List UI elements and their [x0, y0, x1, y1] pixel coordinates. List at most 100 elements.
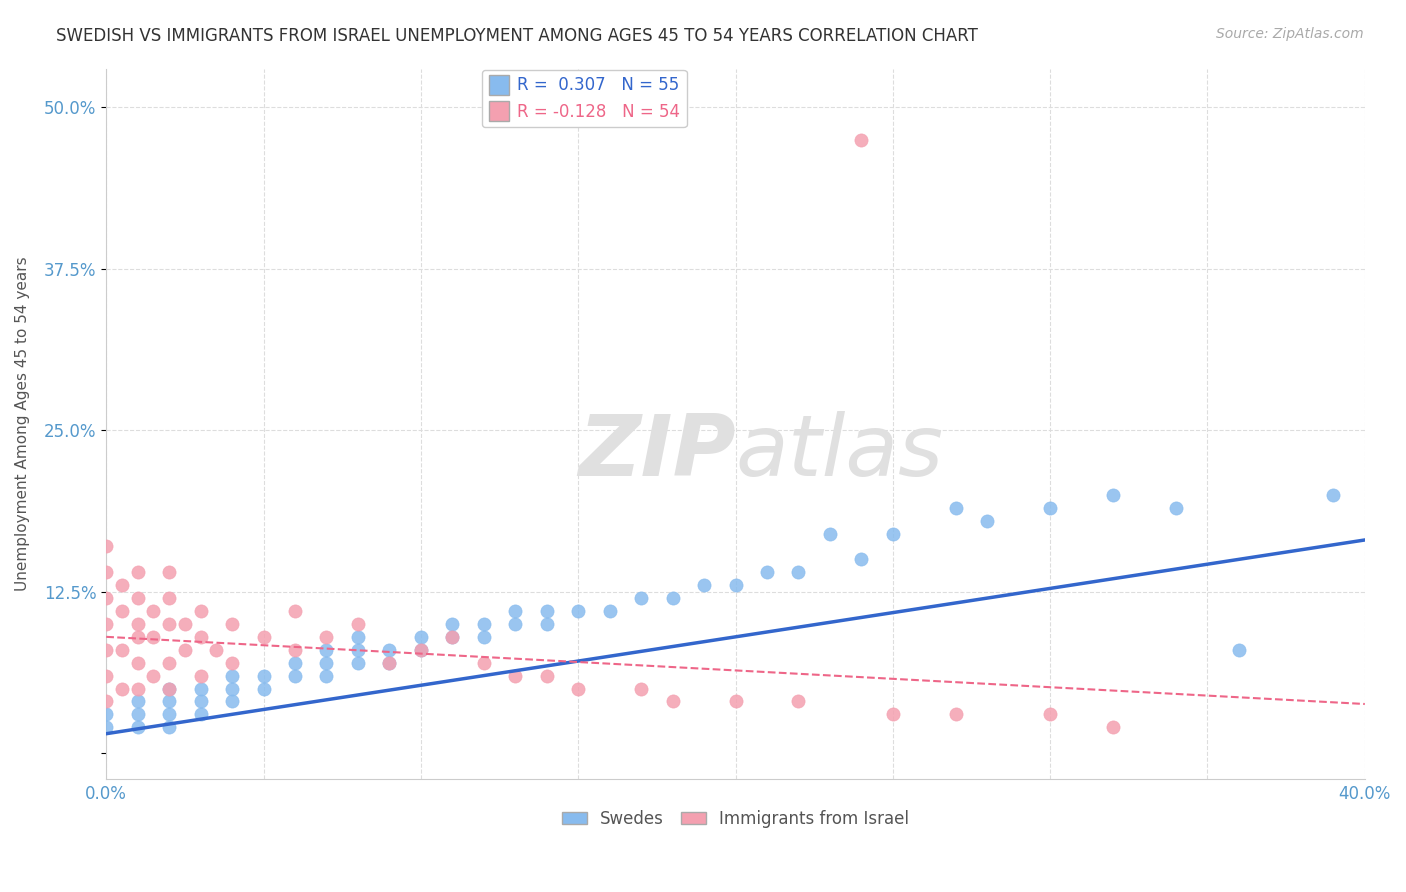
Point [409, 642, 432, 657]
Point [111, 578, 134, 592]
Point [142, 630, 165, 644]
Text: SWEDISH VS IMMIGRANTS FROM ISRAEL UNEMPLOYMENT AMONG AGES 45 TO 54 YEARS CORRELA: SWEDISH VS IMMIGRANTS FROM ISRAEL UNEMPL… [56, 27, 979, 45]
Point [221, 681, 243, 696]
Point [252, 681, 274, 696]
Point [661, 694, 683, 708]
Point [378, 656, 401, 670]
Point [347, 656, 370, 670]
Point [945, 500, 967, 515]
Text: 0.0%: 0.0% [86, 785, 127, 804]
Point [1039, 500, 1062, 515]
Point [127, 720, 149, 734]
Point [347, 630, 370, 644]
Point [882, 526, 904, 541]
Point [157, 591, 180, 606]
Point [441, 630, 464, 644]
Point [221, 694, 243, 708]
Point [96, 694, 118, 708]
Point [536, 616, 558, 631]
Point [111, 642, 134, 657]
Point [221, 616, 243, 631]
Point [284, 656, 307, 670]
Point [441, 630, 464, 644]
Point [315, 656, 337, 670]
Point [378, 642, 401, 657]
Point [1102, 720, 1125, 734]
Point [157, 681, 180, 696]
Point [96, 668, 118, 682]
Point [96, 720, 118, 734]
Point [111, 604, 134, 618]
Point [630, 591, 652, 606]
Point [127, 694, 149, 708]
Point [503, 616, 526, 631]
Point [127, 656, 149, 670]
Point [1164, 500, 1187, 515]
Point [724, 694, 747, 708]
Point [205, 642, 228, 657]
Point [221, 668, 243, 682]
Point [1039, 707, 1062, 722]
Point [882, 707, 904, 722]
Point [190, 694, 212, 708]
Point [157, 616, 180, 631]
Point [284, 668, 307, 682]
Point [127, 707, 149, 722]
Point [96, 540, 118, 554]
Point [190, 668, 212, 682]
Point [472, 616, 495, 631]
Point [503, 604, 526, 618]
Point [630, 681, 652, 696]
Point [378, 656, 401, 670]
Point [127, 591, 149, 606]
Point [127, 681, 149, 696]
Point [190, 630, 212, 644]
Point [724, 578, 747, 592]
Point [157, 656, 180, 670]
Point [127, 566, 149, 580]
Point [284, 642, 307, 657]
Point [409, 642, 432, 657]
Point [174, 616, 197, 631]
Point [599, 604, 621, 618]
Point [787, 694, 810, 708]
Point [567, 681, 589, 696]
Y-axis label: Unemployment Among Ages 45 to 54 years: Unemployment Among Ages 45 to 54 years [15, 256, 30, 591]
Point [1102, 488, 1125, 502]
Point [157, 681, 180, 696]
Point [945, 707, 967, 722]
Point [536, 668, 558, 682]
Point [315, 630, 337, 644]
Point [536, 604, 558, 618]
Legend: Swedes, Immigrants from Israel: Swedes, Immigrants from Israel [555, 803, 915, 835]
Point [96, 642, 118, 657]
Point [190, 604, 212, 618]
Point [315, 668, 337, 682]
Point [567, 604, 589, 618]
Text: atlas: atlas [735, 410, 943, 493]
Point [787, 566, 810, 580]
Point [851, 552, 873, 566]
Point [96, 566, 118, 580]
Point [441, 616, 464, 631]
Point [503, 668, 526, 682]
Point [96, 616, 118, 631]
Point [157, 566, 180, 580]
Point [1227, 642, 1250, 657]
Point [693, 578, 716, 592]
Point [142, 668, 165, 682]
Point [190, 681, 212, 696]
Point [976, 514, 998, 528]
Point [284, 604, 307, 618]
Point [96, 707, 118, 722]
Point [221, 656, 243, 670]
Point [472, 630, 495, 644]
Point [756, 566, 779, 580]
Text: 40.0%: 40.0% [1339, 785, 1391, 804]
Point [252, 668, 274, 682]
Point [252, 630, 274, 644]
Point [818, 526, 841, 541]
Point [96, 591, 118, 606]
Point [111, 681, 134, 696]
Point [472, 656, 495, 670]
